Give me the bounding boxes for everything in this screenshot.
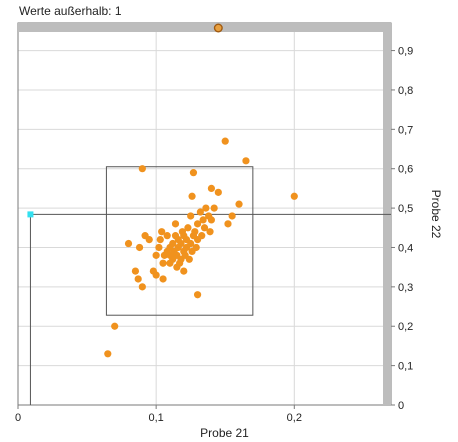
x-tick-label: 0,2 [287,412,302,424]
data-point [207,216,216,224]
data-point [207,184,216,193]
y-tick-label: 0,4 [398,242,413,254]
data-point [221,137,229,145]
outlier-count-status: Werte außerhalb: 1 [19,4,122,18]
data-point [184,224,192,232]
data-point [235,200,243,208]
data-point [187,239,195,248]
data-point [134,275,142,283]
x-axis-title: Probe 21 [200,426,249,440]
data-point [156,235,164,244]
y-tick-label: 0,7 [398,124,413,136]
y-tick-label: 0,5 [398,203,413,215]
data-point [193,291,202,299]
data-point [200,224,209,232]
data-point [224,220,232,228]
data-point [210,204,218,212]
y-axis-ticks: 0 0,1 0,2 0,3 0,4 0,5 0,6 0,7 0,8 0,9 [391,46,413,412]
data-point [131,267,140,275]
data-point [192,243,200,252]
data-point [177,239,185,248]
x-axis-ticks: 0 0,1 0,2 [15,405,302,424]
crosshair-handle[interactable] [27,211,34,218]
data-point [155,243,163,252]
y-tick-label: 0,1 [398,361,413,373]
data-point [145,235,153,244]
data-point [138,165,146,173]
selection-box[interactable] [105,166,254,316]
outlier-marker[interactable] [213,23,223,33]
data-point [169,239,177,248]
data-point [193,220,202,228]
data-points [104,137,298,358]
data-point [152,251,160,259]
x-tick-label: 0 [15,412,21,424]
data-point [171,220,180,228]
data-point [111,322,119,330]
data-point [290,192,298,200]
data-point [196,208,204,216]
outlier-indicator[interactable] [213,23,223,33]
data-point [158,228,166,236]
data-point [135,243,144,252]
data-point [198,232,206,240]
data-point [152,271,160,279]
y-tick-label: 0,3 [398,282,413,294]
y-tick-label: 0,8 [398,85,413,97]
y-tick-label: 0,9 [398,46,413,58]
data-point [185,255,193,263]
crosshair[interactable] [27,211,391,405]
data-point [124,239,133,248]
y-tick-label: 0 [398,400,404,412]
y-tick-label: 0,6 [398,164,413,176]
data-point [180,267,188,275]
data-point [191,228,199,236]
data-point [199,216,207,224]
data-point [214,188,222,196]
data-point [202,204,210,212]
x-tick-label: 0,1 [148,412,163,424]
data-point [228,212,236,220]
data-point [159,275,167,283]
data-point [187,212,195,220]
data-point [163,232,171,240]
y-tick-label: 0,2 [398,321,413,333]
data-point [242,157,250,165]
y-axis-title: Probe 22 [429,190,443,239]
data-point [188,192,196,200]
data-point [159,259,167,267]
data-point [104,350,112,358]
data-point [189,169,198,177]
data-point [138,283,146,291]
top-scrollbar[interactable] [18,23,391,32]
data-point [206,228,214,236]
